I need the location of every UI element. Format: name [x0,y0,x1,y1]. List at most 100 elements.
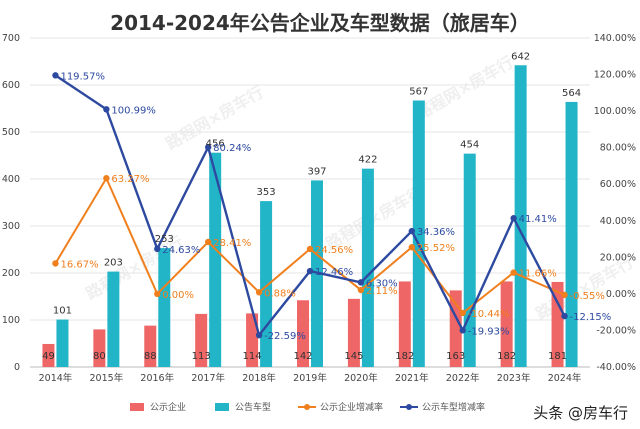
bar-models [361,168,374,367]
bar-label-models: 203 [104,258,123,269]
legend[interactable]: 公示企业 公告车型 公示企业增减率 公示车型增减率 [130,401,485,413]
x-tick-label: 2023年 [497,372,531,384]
bar-models [107,271,120,367]
x-tick-label: 2018年 [242,372,276,384]
rate-label-companies: 16.67% [60,259,98,270]
x-tick-label: 2017年 [191,372,225,384]
rate-label-companies: 28.41% [213,238,251,249]
bar-models [565,101,578,368]
bar-companies [246,313,259,367]
legend-label[interactable]: 公示车型增减率 [422,401,485,413]
point-company-rate [510,269,517,276]
rate-label-models: 100.99% [111,105,156,116]
point-company-rate [255,289,263,296]
bar-companies [42,343,55,367]
chart-title: 2014-2024年公告企业及车型数据（旅居车） [110,11,530,35]
y-right-tick: 20.00% [600,252,636,263]
legend-label[interactable]: 公示企业 [150,401,186,413]
rate-label-companies: 2.11% [366,286,398,297]
point-model-rate [357,279,365,286]
bar-label-companies: 88 [144,351,157,362]
y-right-tick: 0.00% [606,289,636,300]
point-company-rate [154,290,161,298]
bar-label-models: 567 [409,87,428,98]
bar-label-companies: 113 [192,351,211,362]
x-tick-label: 2024年 [548,372,582,384]
bar-companies [347,298,360,367]
y-right-tick: -40.00% [596,362,636,373]
point-model-rate [154,245,161,253]
bar-label-companies: 114 [243,351,262,362]
rate-label-models: 119.57% [60,71,105,82]
point-model-rate [103,106,110,113]
bar-companies [398,281,411,367]
y-right-tick: 100.00% [594,106,636,117]
bar-label-companies: 182 [395,351,414,362]
y-left-tick: 100 [2,315,20,326]
point-company-rate [204,238,212,246]
legend-label[interactable]: 公示企业增减率 [320,401,383,413]
bar-label-models: 422 [358,155,377,166]
bar-models [260,201,273,367]
bar-models [412,100,425,367]
x-tick-label: 2019年 [293,372,327,384]
point-model-rate [204,144,212,151]
legend-swatch [215,403,229,411]
y-right-tick: 40.00% [600,216,636,227]
point-company-rate [357,286,365,294]
y-left-tick: 200 [2,268,20,279]
rate-label-models: 80.24% [213,143,251,154]
x-tick-label: 2016年 [140,372,174,384]
legend-label[interactable]: 公告车型 [235,401,271,413]
bar-label-companies: 163 [446,351,465,362]
point-company-rate [408,244,416,251]
bar-label-companies: 142 [293,351,312,362]
bar-label-companies: 145 [344,351,363,362]
point-model-rate [510,215,517,222]
x-tick-label: 2015年 [90,372,124,384]
bar-label-models: 397 [307,166,326,177]
bar-label-companies: 80 [93,351,106,362]
bar-models [158,248,171,367]
rate-label-models: 6.30% [366,278,398,289]
x-tick-label: 2021年 [395,372,429,384]
rate-label-models: -22.59% [264,331,306,342]
bar-companies [500,281,513,367]
bar-label-models: 253 [155,234,174,245]
rate-label-models: -12.15% [570,312,612,323]
rate-label-companies: 24.56% [315,245,353,256]
bar-label-models: 454 [460,140,479,151]
y-left-tick: 400 [2,174,20,185]
y-right-tick: 80.00% [600,143,636,154]
rate-label-models: -19.93% [468,326,510,337]
bar-companies [144,325,157,367]
point-company-rate [52,260,59,267]
legend-marker [406,404,412,410]
point-company-rate [306,245,314,253]
rate-label-companies: 0.88% [264,288,296,299]
rate-label-companies: -10.44% [468,309,510,320]
y-right-tick: -20.00% [596,325,636,336]
rate-label-companies: 63.27% [111,174,149,185]
rate-label-companies: 11.66% [519,269,557,280]
y-left-tick: 300 [2,221,20,232]
line-company-rate [54,176,565,315]
lines [52,72,568,339]
bar-label-companies: 181 [548,351,567,362]
watermark-text: 路程网×房车行 [323,182,427,253]
bar-label-companies: 182 [497,351,516,362]
x-tick-label: 2014年 [39,372,73,384]
point-model-rate [255,331,263,339]
rate-label-models: 41.41% [519,214,557,225]
data-labels: 49 80 88 113 114 142 145 182 163 182 181 101 203 253 4… [42,51,611,362]
rate-label-companies: 0.00% [162,290,194,301]
bar-companies [551,281,564,367]
source-label: 头条 @房车行 [533,404,628,422]
bar-label-models: 642 [511,51,530,62]
point-model-rate [459,327,466,334]
legend-swatch [130,403,144,411]
legend-marker [304,404,310,410]
bar-models [463,153,476,367]
point-model-rate [408,227,416,235]
